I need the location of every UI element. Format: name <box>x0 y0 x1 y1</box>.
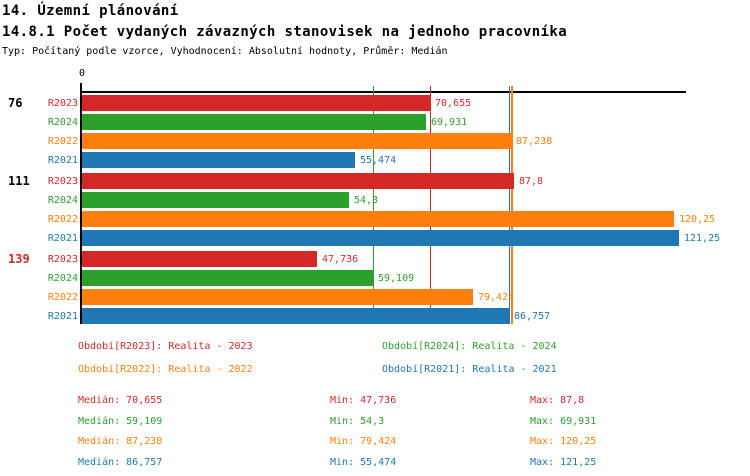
series-label-r2021: R2021 <box>47 233 78 244</box>
bar-value-label: 86,757 <box>514 311 551 322</box>
bar-r2024 <box>82 114 426 130</box>
series-label-r2023: R2023 <box>47 98 78 109</box>
bar-r2021 <box>82 308 509 324</box>
series-label-r2024: R2024 <box>47 117 78 128</box>
stat-max-r2021: Max: 121,25 <box>530 457 597 468</box>
bar-r2021 <box>82 230 679 246</box>
bar-value-label: 59,109 <box>378 273 415 284</box>
bar-r2024 <box>82 192 349 208</box>
group-label: 111 <box>8 174 30 188</box>
series-label-r2023: R2023 <box>47 254 78 265</box>
stat-min-r2022: Min: 79,424 <box>330 436 397 447</box>
stat-max-r2023: Max: 87,8 <box>530 395 585 406</box>
bar-value-label: 120,25 <box>679 214 716 225</box>
chart-meta: Typ: Počítaný podle vzorce, Vyhodnocení:… <box>2 46 448 57</box>
stat-max-r2022: Max: 120,25 <box>530 436 597 447</box>
axis-tick <box>80 83 82 92</box>
page-title: 14. Územní plánování <box>2 3 179 19</box>
group-label: 76 <box>8 96 23 110</box>
series-label-r2022: R2022 <box>47 292 78 303</box>
series-label-r2021: R2021 <box>47 311 78 322</box>
bar-r2023 <box>82 251 317 267</box>
x-axis-line <box>80 91 686 93</box>
bar-value-label: 54,3 <box>354 195 379 206</box>
bar-r2024 <box>82 270 373 286</box>
stat-min-r2023: Min: 47,736 <box>330 395 397 406</box>
median-line-r2023 <box>429 86 432 324</box>
stat-min-r2021: Min: 55,474 <box>330 457 397 468</box>
bar-r2022 <box>82 289 473 305</box>
bar-r2021 <box>82 152 355 168</box>
stat-min-r2024: Min: 54,3 <box>330 416 385 427</box>
bar-r2023 <box>82 95 430 111</box>
bar-value-label: 69,931 <box>431 117 468 128</box>
series-label-r2022: R2022 <box>47 136 78 147</box>
legend-item-r2021: Období[R2021]: Realita - 2021 <box>382 364 557 375</box>
series-label-r2024: R2024 <box>47 195 78 206</box>
series-label-r2022: R2022 <box>47 214 78 225</box>
legend-item-r2024: Období[R2024]: Realita - 2024 <box>382 341 557 352</box>
stat-median-r2021: Medián: 86,757 <box>78 457 163 468</box>
bar-value-label: 87,8 <box>519 176 544 187</box>
y-axis-line <box>80 91 82 324</box>
bar-value-label: 79,424 <box>478 292 515 303</box>
series-label-r2023: R2023 <box>47 176 78 187</box>
bar-r2023 <box>82 173 514 189</box>
bar-value-label: 121,25 <box>684 233 721 244</box>
group-label: 139 <box>8 252 30 266</box>
bar-r2022 <box>82 211 674 227</box>
stats-table: Medián: 70,655 Min: 47,736 Max: 87,8 Medián… <box>0 393 750 473</box>
bar-value-label: 87,238 <box>516 136 553 147</box>
bar-value-label: 47,736 <box>322 254 359 265</box>
series-label-r2024: R2024 <box>47 273 78 284</box>
bar-r2022 <box>82 133 511 149</box>
legend-item-r2023: Období[R2023]: Realita - 2023 <box>78 341 253 352</box>
stat-max-r2024: Max: 69,931 <box>530 416 597 427</box>
chart-title: 14.8.1 Počet vydaných závazných stanovis… <box>2 24 568 40</box>
bar-value-label: 55,474 <box>360 155 397 166</box>
legend-item-r2022: Období[R2022]: Realita - 2022 <box>78 364 253 375</box>
stat-median-r2023: Medián: 70,655 <box>78 395 163 406</box>
stat-median-r2022: Medián: 87,238 <box>78 436 163 447</box>
axis-zero-label: 0 <box>78 68 86 79</box>
bar-value-label: 70,655 <box>435 98 472 109</box>
median-line-r2024 <box>372 86 375 324</box>
bar-chart: 0 76 R2023 70,655 R2024 69,931 R2022 87,238 R20… <box>8 68 721 324</box>
median-line-r2021 <box>508 86 511 324</box>
stat-median-r2024: Medián: 59,109 <box>78 416 163 427</box>
series-label-r2021: R2021 <box>47 155 78 166</box>
median-line-r2022 <box>511 86 513 324</box>
legend: Období[R2023]: Realita - 2023 Období[R202… <box>0 338 750 386</box>
